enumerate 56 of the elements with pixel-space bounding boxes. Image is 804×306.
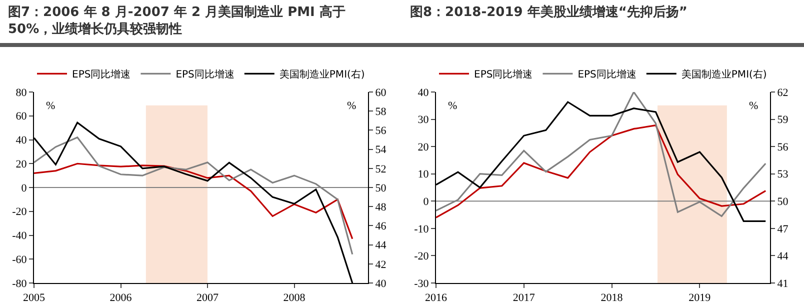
legend-label: EPS同比增速 xyxy=(578,68,636,81)
y2-tick-label: 60 xyxy=(375,86,387,99)
x-tick-label: 2007 xyxy=(196,292,220,304)
y-tick-label: 10 xyxy=(418,168,430,181)
y-tick-label: -60 xyxy=(12,254,28,266)
y2-axis-title: % xyxy=(749,100,758,112)
chart-title: 图7：2006 年 8 月-2007 年 2 月美国制造业 PMI 高于 50%，业绩增长仍具较强韧性 xyxy=(0,0,402,47)
y-tick-label: 20 xyxy=(16,158,28,170)
x-tick-label: 2016 xyxy=(425,292,448,304)
y2-tick-label: 58 xyxy=(375,106,387,118)
y-tick-label: -10 xyxy=(414,223,430,236)
chart-title: 图8：2018-2019 年美股业绩增速“先抑后扬” xyxy=(402,0,804,47)
y2-tick-label: 54 xyxy=(375,144,387,156)
y2-tick-label: 56 xyxy=(777,141,789,154)
y2-tick-label: 40 xyxy=(375,278,387,290)
y2-tick-label: 56 xyxy=(375,125,387,138)
y-tick-label: 40 xyxy=(16,134,28,147)
y-tick-label: -20 xyxy=(414,250,430,263)
y2-tick-label: 50 xyxy=(777,196,789,208)
x-tick-label: 2019 xyxy=(688,292,712,304)
x-tick-label: 2005 xyxy=(23,292,46,304)
y-tick-label: 60 xyxy=(16,110,28,123)
y2-axis-title: % xyxy=(347,100,356,112)
x-tick-label: 2006 xyxy=(110,292,132,304)
legend-label: EPS同比增速 xyxy=(72,68,131,81)
y2-tick-label: 52 xyxy=(375,163,386,176)
y2-tick-label: 48 xyxy=(375,201,387,214)
y2-tick-label: 44 xyxy=(777,250,789,263)
y-axis-title: % xyxy=(448,100,458,112)
y-tick-label: 30 xyxy=(418,114,430,126)
y2-tick-label: 50 xyxy=(375,182,387,194)
y-axis-title: % xyxy=(46,100,56,112)
y2-tick-label: 46 xyxy=(375,220,387,233)
y2-tick-label: 41 xyxy=(777,278,788,290)
y2-tick-label: 47 xyxy=(777,223,789,236)
y-tick-label: 20 xyxy=(418,141,430,154)
legend-label: EPS同比增速 xyxy=(474,68,533,81)
y-tick-label: 40 xyxy=(418,86,430,99)
y2-tick-label: 59 xyxy=(777,114,789,126)
y2-tick-label: 42 xyxy=(375,258,386,271)
y-tick-label: -20 xyxy=(12,206,28,218)
legend-label: EPS同比增速 xyxy=(176,68,234,81)
y-tick-label: -30 xyxy=(414,278,430,290)
y-tick-label: 0 xyxy=(423,196,430,208)
x-tick-label: 2017 xyxy=(512,292,536,304)
y-tick-label: -80 xyxy=(12,278,28,290)
y-tick-label: 80 xyxy=(16,86,28,99)
y-tick-label: 0 xyxy=(21,182,28,194)
y-tick-label: -40 xyxy=(12,230,28,242)
y2-tick-label: 53 xyxy=(777,168,789,181)
x-tick-label: 2008 xyxy=(283,292,306,304)
legend-label: 美国制造业PMI(右) xyxy=(681,68,767,81)
x-tick-label: 2018 xyxy=(600,292,624,304)
legend-label: 美国制造业PMI(右) xyxy=(279,68,365,81)
y2-tick-label: 62 xyxy=(777,86,788,99)
y2-tick-label: 44 xyxy=(375,240,387,252)
